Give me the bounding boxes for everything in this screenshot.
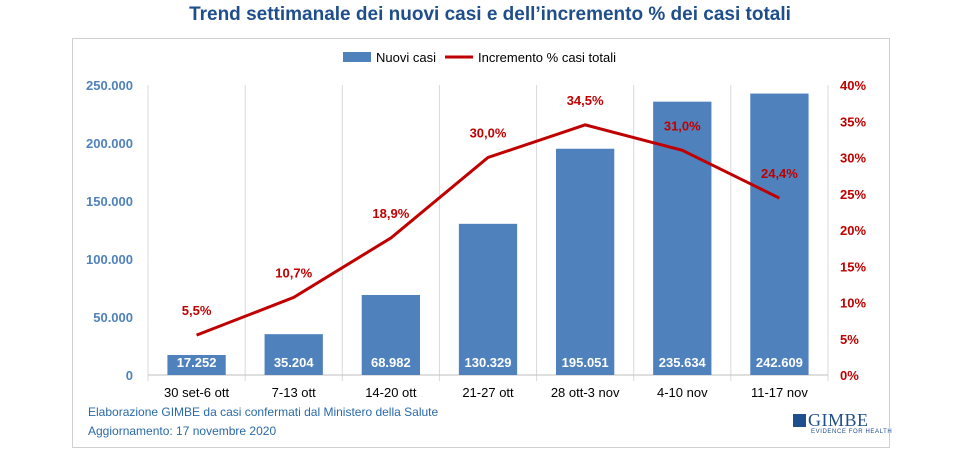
line-data-label: 31,0% xyxy=(664,118,701,133)
right-tick-label: 35% xyxy=(840,114,866,129)
bar xyxy=(653,101,712,376)
left-tick-label: 100.000 xyxy=(86,252,133,267)
left-tick-label: 200.000 xyxy=(86,136,133,151)
bar xyxy=(167,354,226,375)
left-tick-label: 250.000 xyxy=(86,78,133,93)
chart-title: Trend settimanale dei nuovi casi e dell’… xyxy=(189,4,791,25)
x-tick-label: 7-13 ott xyxy=(272,385,316,400)
right-tick-label: 0% xyxy=(840,368,859,383)
bar-data-label: 68.982 xyxy=(371,355,411,370)
bar xyxy=(458,223,518,375)
bar-data-label: 195.051 xyxy=(562,355,609,370)
logo-mark-icon xyxy=(793,414,806,427)
gimbe-logo: GIMBE EVIDENCE FOR HEALTH xyxy=(793,410,892,435)
line-data-label: 24,4% xyxy=(761,166,798,181)
legend-label: Nuovi casi xyxy=(376,50,436,65)
chart-frame xyxy=(72,38,890,448)
line-data-label: 5,5% xyxy=(182,303,212,318)
right-tick-label: 15% xyxy=(840,259,866,274)
x-tick-label: 21-27 ott xyxy=(462,385,514,400)
left-tick-label: 0 xyxy=(126,368,133,383)
right-tick-label: 25% xyxy=(840,187,866,202)
line-data-label: 30,0% xyxy=(470,126,507,141)
line-data-label: 10,7% xyxy=(275,265,312,280)
bar xyxy=(556,148,615,375)
bar xyxy=(264,334,323,375)
logo-tagline: EVIDENCE FOR HEALTH xyxy=(811,429,893,435)
legend-label: Incremento % casi totali xyxy=(478,50,616,65)
legend-swatch-bars xyxy=(343,52,371,62)
line-data-label: 18,9% xyxy=(372,206,409,221)
right-tick-label: 5% xyxy=(840,332,859,347)
bar-data-label: 235.634 xyxy=(659,355,707,370)
source-note: Elaborazione GIMBE da casi confermati da… xyxy=(88,405,439,419)
right-tick-label: 20% xyxy=(840,223,866,238)
x-tick-label: 4-10 nov xyxy=(657,385,708,400)
right-tick-label: 30% xyxy=(840,151,866,166)
left-tick-label: 150.000 xyxy=(86,194,133,209)
update-note: Aggiornamento: 17 novembre 2020 xyxy=(88,424,277,438)
x-tick-label: 14-20 ott xyxy=(365,385,417,400)
line-series xyxy=(196,123,781,337)
right-tick-label: 10% xyxy=(840,296,866,311)
bar xyxy=(750,93,809,376)
bar xyxy=(361,294,420,375)
right-tick-label: 40% xyxy=(840,78,866,93)
x-tick-label: 28 ott-3 nov xyxy=(551,385,620,400)
bar-data-label: 130.329 xyxy=(465,355,512,370)
bar-data-label: 242.609 xyxy=(756,355,803,370)
line-data-label: 34,5% xyxy=(567,93,604,108)
bar-data-label: 35.204 xyxy=(274,355,315,370)
bar-data-label: 17.252 xyxy=(177,355,217,370)
x-tick-label: 30 set-6 ott xyxy=(164,385,229,400)
logo-text: GIMBE xyxy=(808,410,869,430)
x-tick-label: 11-17 nov xyxy=(751,385,808,400)
left-tick-label: 50.000 xyxy=(93,310,133,325)
